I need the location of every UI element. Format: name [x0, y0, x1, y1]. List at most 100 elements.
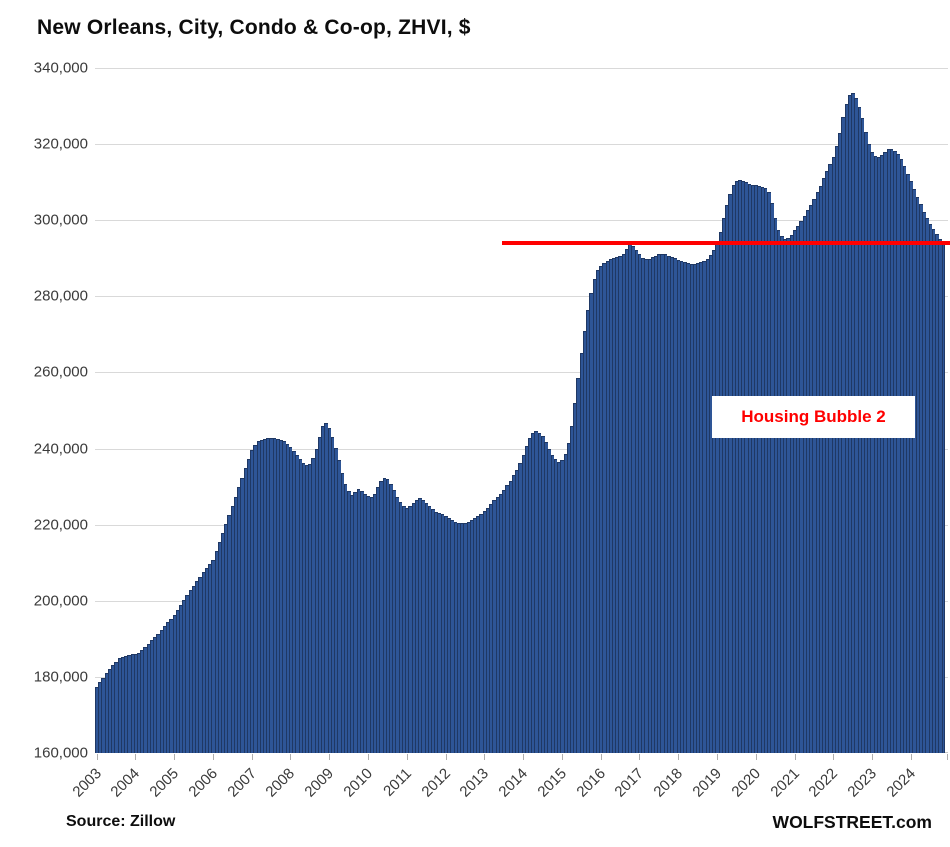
bar	[440, 514, 445, 753]
bar	[918, 204, 923, 753]
bar	[502, 490, 506, 753]
bar	[608, 259, 613, 753]
bar	[298, 459, 303, 753]
bar	[120, 657, 125, 753]
bar	[376, 487, 380, 753]
bar	[873, 156, 878, 753]
bar	[217, 542, 222, 753]
bar	[424, 502, 429, 753]
bar	[140, 650, 144, 753]
bar	[521, 455, 526, 753]
bar	[495, 497, 500, 753]
bar	[718, 231, 723, 753]
bar	[599, 265, 603, 753]
bar	[233, 496, 238, 753]
bar	[137, 652, 141, 753]
bar	[573, 402, 577, 753]
bar	[534, 431, 539, 753]
bar	[353, 491, 358, 753]
bar	[143, 647, 148, 753]
bar	[560, 459, 564, 753]
bar	[114, 662, 118, 753]
bar	[485, 507, 490, 753]
bar	[95, 687, 99, 753]
bar	[618, 256, 623, 753]
bar	[902, 166, 907, 753]
bar	[191, 585, 196, 753]
bar	[905, 173, 910, 753]
bar	[418, 498, 422, 753]
bar	[385, 479, 390, 753]
bar	[401, 506, 406, 753]
bar	[398, 502, 403, 753]
bar	[679, 260, 684, 753]
bar	[557, 461, 561, 753]
tick-mark	[833, 754, 835, 760]
x-axis: 2003 2004 2005 2006 2007 2008 2009 2010 2011 2012…	[69, 753, 948, 847]
bar	[922, 211, 926, 753]
bar	[372, 493, 377, 753]
bar	[537, 432, 542, 753]
bar	[876, 157, 881, 753]
tick-mark	[561, 754, 563, 760]
bar	[663, 254, 668, 753]
y-axis-label: 280,000	[33, 287, 88, 305]
y-axis-label: 180,000	[33, 668, 88, 686]
bar	[809, 204, 813, 753]
bar	[602, 262, 606, 753]
bar	[799, 220, 803, 753]
bar	[699, 262, 703, 753]
bar	[101, 677, 106, 753]
bar	[133, 653, 138, 753]
bar	[825, 171, 829, 753]
bar	[770, 203, 774, 753]
bar	[928, 224, 933, 753]
bar	[870, 151, 875, 753]
bar	[211, 560, 215, 753]
bar	[828, 163, 833, 753]
bar	[427, 506, 432, 753]
bar	[686, 262, 690, 753]
bar	[689, 263, 694, 753]
bar	[107, 668, 112, 753]
bar	[382, 477, 387, 753]
bar	[453, 521, 458, 753]
reference-line	[502, 241, 950, 246]
bar	[366, 496, 371, 753]
bar	[641, 257, 645, 753]
bar	[363, 493, 367, 753]
bar	[172, 614, 177, 753]
bar	[279, 439, 283, 753]
bar	[511, 475, 516, 753]
bar	[317, 437, 322, 753]
bar	[776, 229, 781, 753]
bar	[737, 179, 742, 753]
bar	[169, 618, 173, 753]
bar	[124, 655, 128, 753]
source-label: Source: Zillow	[66, 813, 176, 830]
bar	[156, 633, 160, 753]
bar	[98, 681, 102, 753]
tick-mark	[755, 754, 757, 760]
bar	[592, 279, 597, 753]
bar	[285, 443, 290, 753]
tick-mark	[445, 754, 447, 760]
bar	[473, 517, 477, 753]
bar	[111, 665, 115, 753]
bar	[569, 425, 574, 753]
y-axis-label: 260,000	[33, 363, 88, 381]
bar	[925, 218, 929, 753]
tick-mark	[290, 754, 292, 760]
bar	[547, 448, 551, 753]
tick-mark	[484, 754, 486, 760]
bar	[544, 442, 548, 753]
bar	[246, 458, 251, 753]
bar	[185, 595, 190, 753]
bar	[676, 259, 681, 753]
bar	[117, 658, 122, 753]
bar	[266, 438, 270, 753]
bar	[540, 436, 545, 753]
bar	[531, 432, 535, 753]
bar	[589, 292, 593, 753]
